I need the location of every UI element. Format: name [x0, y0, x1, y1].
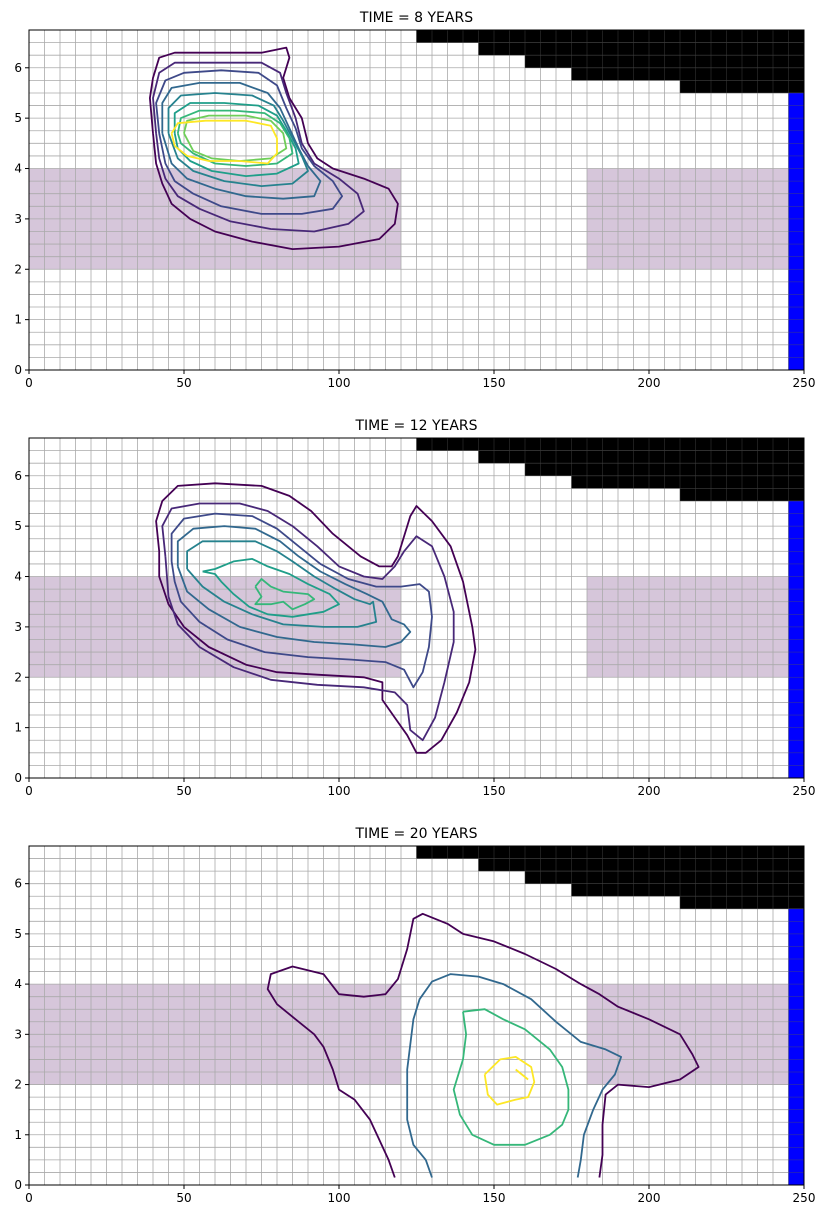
- inactive-cell-block: [571, 883, 804, 897]
- x-tick-label: 150: [483, 784, 506, 798]
- y-tick-label: 6: [14, 469, 22, 483]
- concentration-contour-4: [161, 82, 322, 200]
- y-tick-label: 1: [14, 1128, 22, 1142]
- y-tick-label: 2: [14, 262, 22, 276]
- x-tick-label: 100: [328, 784, 351, 798]
- concentration-contour-6: [173, 102, 300, 177]
- y-tick-label: 3: [14, 1027, 22, 1041]
- inactive-cell-block: [478, 450, 804, 464]
- concentration-contour-7: [254, 578, 316, 611]
- x-tick-label: 150: [483, 1191, 506, 1205]
- x-tick-label: 250: [793, 1191, 816, 1205]
- chart-title: TIME = 8 YEARS: [359, 10, 473, 26]
- concentration-contour-6: [202, 558, 340, 618]
- x-tick-label: 0: [25, 784, 33, 798]
- y-tick-label: 5: [14, 519, 22, 533]
- y-tick-label: 1: [14, 721, 22, 735]
- axes-frame: [28, 437, 805, 779]
- y-tick-label: 3: [14, 620, 22, 634]
- inactive-cell-block: [416, 30, 804, 43]
- chart-title: TIME = 20 YEARS: [354, 826, 477, 842]
- chart-panel-1: TIME = 8 YEARS 0 50 100 150 200 250 0 1 2 3 4 5 6: [14, 10, 815, 390]
- concentration-contour-2: [406, 973, 622, 1178]
- y-tick-label: 5: [14, 111, 22, 125]
- inactive-cell-block: [571, 67, 804, 81]
- x-tick-label: 50: [176, 784, 191, 798]
- concentration-contour-9: [170, 119, 278, 165]
- x-tick-label: 100: [328, 1191, 351, 1205]
- y-tick-label: 6: [14, 61, 22, 75]
- y-tick-label: 2: [14, 670, 22, 684]
- x-tick-label: 250: [793, 376, 816, 390]
- y-tick-label: 0: [14, 1178, 22, 1192]
- x-tick-label: 100: [328, 376, 351, 390]
- inactive-cell-block: [416, 438, 804, 451]
- concentration-contour-3: [155, 69, 343, 215]
- chart-title: TIME = 12 YEARS: [354, 418, 477, 434]
- inactive-cell-block: [478, 858, 804, 872]
- y-tick-label: 3: [14, 212, 22, 226]
- y-tick-label: 4: [14, 570, 22, 584]
- concentration-contour-3: [170, 512, 433, 689]
- chart-panel-3: TIME = 20 YEARS 0 50 100 150 200 250 0 1 2 3 4 5 6: [14, 826, 815, 1205]
- concentration-contour-5: [186, 540, 378, 628]
- x-tick-label: 200: [638, 376, 661, 390]
- x-tick-label: 250: [793, 784, 816, 798]
- concentration-contour-4: [483, 1056, 536, 1106]
- concentration-contour-4: [176, 525, 412, 648]
- x-tick-label: 0: [25, 376, 33, 390]
- concentration-contour-1: [149, 46, 399, 250]
- inactive-cell-block: [416, 846, 804, 859]
- x-tick-label: 50: [176, 1191, 191, 1205]
- inactive-cell-block: [571, 475, 804, 489]
- x-tick-label: 0: [25, 1191, 33, 1205]
- y-tick-label: 2: [14, 1078, 22, 1092]
- x-tick-label: 200: [638, 784, 661, 798]
- y-tick-label: 5: [14, 927, 22, 941]
- x-tick-label: 200: [638, 1191, 661, 1205]
- y-tick-label: 0: [14, 363, 22, 377]
- concentration-contour-1: [155, 482, 477, 754]
- concentration-contour-8: [183, 114, 288, 162]
- plot-area: [29, 438, 804, 778]
- plot-area: [29, 846, 804, 1185]
- axes-frame: [28, 845, 805, 1186]
- concentration-contour-1: [266, 912, 700, 1178]
- y-tick-label: 4: [14, 162, 22, 176]
- chart-panel-2: TIME = 12 YEARS 0 50 100 150 200 250 0 1 2 3 4 5 6: [14, 418, 815, 798]
- concentration-contour-2: [161, 502, 455, 742]
- x-tick-label: 150: [483, 376, 506, 390]
- y-tick-label: 0: [14, 771, 22, 785]
- concentration-contour-5: [515, 1068, 529, 1081]
- concentration-contour-2: [152, 61, 365, 233]
- axes-frame: [28, 29, 805, 371]
- x-tick-label: 50: [176, 376, 191, 390]
- concentration-contour-3: [452, 1008, 570, 1146]
- concentration-contour-7: [176, 109, 294, 167]
- y-tick-label: 4: [14, 977, 22, 991]
- plot-area: [29, 30, 804, 370]
- y-tick-label: 6: [14, 877, 22, 891]
- inactive-cell-block: [478, 42, 804, 56]
- concentration-contour-5: [167, 92, 309, 187]
- y-tick-label: 1: [14, 313, 22, 327]
